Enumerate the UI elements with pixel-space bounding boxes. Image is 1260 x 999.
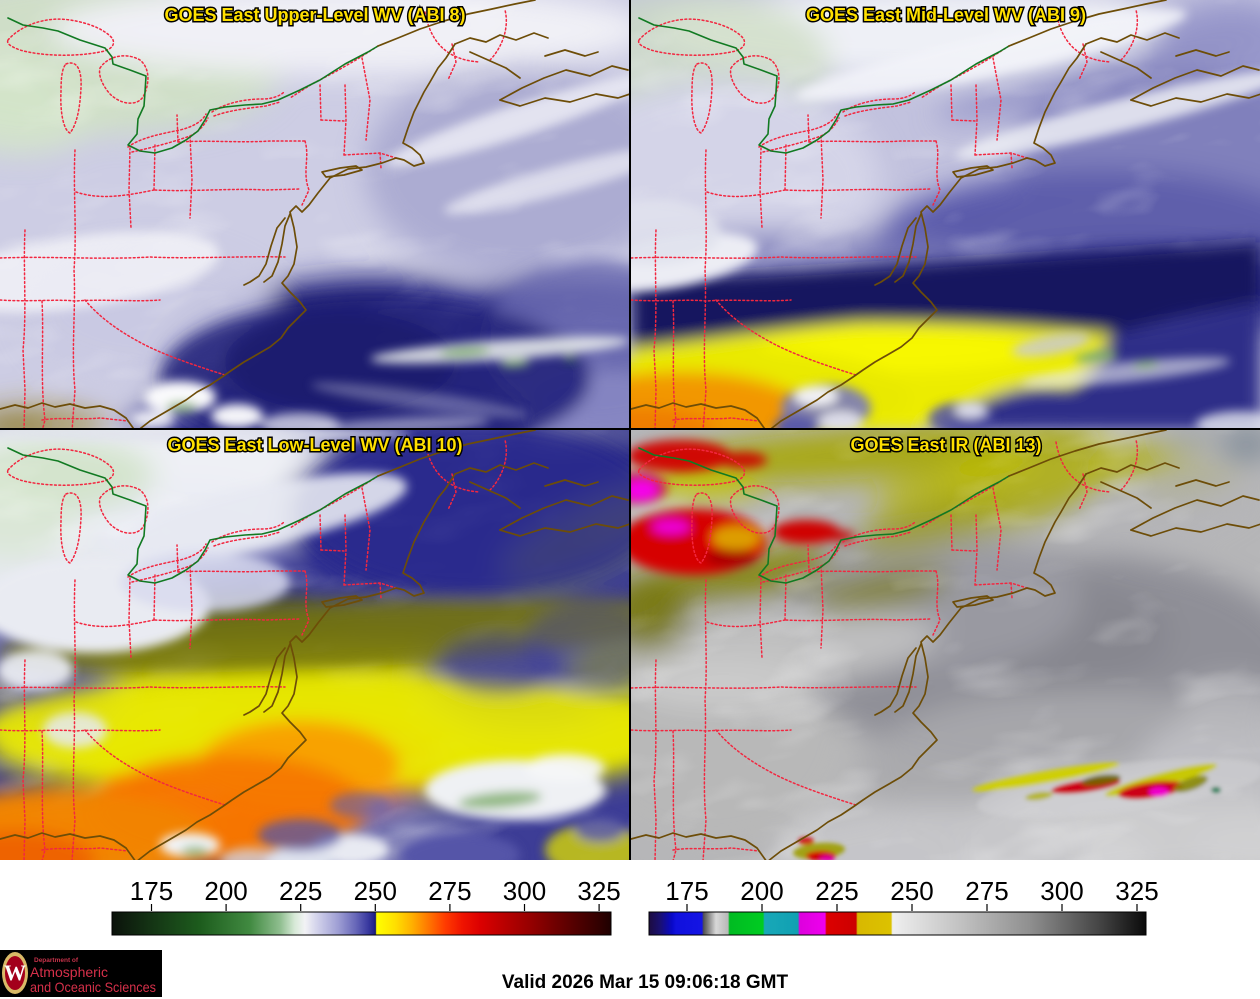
- svg-text:GOES East Mid-Level WV (ABI 9): GOES East Mid-Level WV (ABI 9): [806, 5, 1086, 25]
- svg-text:200: 200: [204, 876, 247, 906]
- svg-text:175: 175: [665, 876, 708, 906]
- svg-text:Atmospheric: Atmospheric: [30, 964, 108, 980]
- svg-text:275: 275: [428, 876, 471, 906]
- svg-text:175: 175: [130, 876, 173, 906]
- svg-text:300: 300: [1040, 876, 1083, 906]
- svg-text:275: 275: [965, 876, 1008, 906]
- svg-text:225: 225: [815, 876, 858, 906]
- svg-text:325: 325: [1115, 876, 1158, 906]
- svg-text:GOES East Low-Level WV (ABI 10: GOES East Low-Level WV (ABI 10): [167, 435, 462, 455]
- svg-text:GOES East IR (ABI 13): GOES East IR (ABI 13): [850, 435, 1041, 455]
- svg-text:and Oceanic Sciences: and Oceanic Sciences: [30, 979, 156, 995]
- svg-text:200: 200: [740, 876, 783, 906]
- svg-text:W: W: [4, 960, 26, 985]
- svg-text:250: 250: [890, 876, 933, 906]
- svg-text:225: 225: [279, 876, 322, 906]
- svg-text:GOES East Upper-Level WV (ABI: GOES East Upper-Level WV (ABI 8): [164, 5, 465, 25]
- svg-text:325: 325: [577, 876, 620, 906]
- svg-text:Valid 2026 Mar 15 09:06:18 GMT: Valid 2026 Mar 15 09:06:18 GMT: [502, 972, 789, 993]
- svg-text:300: 300: [503, 876, 546, 906]
- svg-text:250: 250: [354, 876, 397, 906]
- svg-text:Department of: Department of: [34, 957, 79, 964]
